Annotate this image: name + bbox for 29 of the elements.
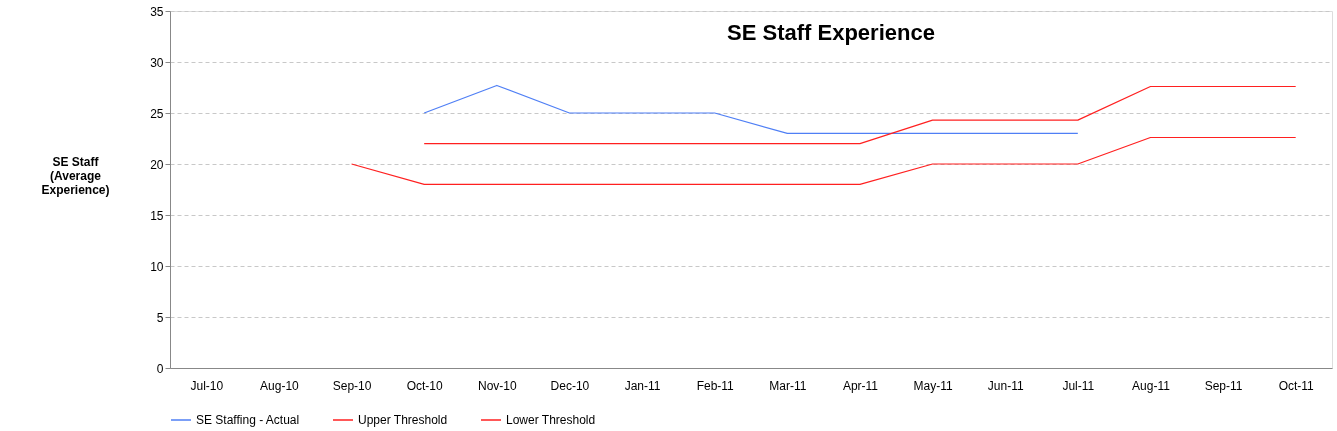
y-axis-title: SE Staff (Average Experience): [41, 154, 110, 197]
y-tick-label: 0: [156, 361, 164, 376]
x-tick-label: Jan-11: [624, 378, 661, 393]
x-tick-label: Jul-11: [1062, 378, 1095, 393]
y-tick-label: 30: [150, 55, 164, 70]
y-tick-label: 20: [150, 157, 164, 172]
legend-label: SE Staffing - Actual: [196, 413, 300, 427]
x-tick-label: Sep-11: [1204, 378, 1243, 393]
x-tick-label: Sep-10: [332, 378, 372, 393]
x-tick-label: Oct-10: [406, 378, 444, 393]
x-tick-label: Oct-11: [1278, 378, 1315, 393]
x-tick-label: Jun-11: [987, 378, 1024, 393]
x-tick-label: Aug-10: [260, 378, 300, 393]
legend-label: Upper Threshold: [358, 413, 448, 427]
x-tick-label: May-11: [913, 378, 953, 393]
y-tick-label: 25: [150, 106, 164, 121]
y-tick-label: 35: [150, 4, 164, 19]
chart-title: SE Staff Experience: [727, 20, 935, 45]
x-tick-label: Mar-11: [769, 378, 807, 393]
legend-label: Lower Threshold: [506, 413, 596, 427]
x-tick-label: Nov-10: [477, 378, 517, 393]
x-tick-label: Dec-10: [550, 378, 590, 393]
y-tick-label: 10: [150, 259, 164, 274]
x-tick-label: Aug-11: [1132, 378, 1171, 393]
x-tick-label: Apr-11: [842, 378, 879, 393]
y-tick-label: 5: [156, 310, 164, 325]
x-tick-label: Jul-10: [190, 378, 224, 393]
x-tick-label: Feb-11: [696, 378, 735, 393]
y-tick-label: 15: [150, 208, 164, 223]
